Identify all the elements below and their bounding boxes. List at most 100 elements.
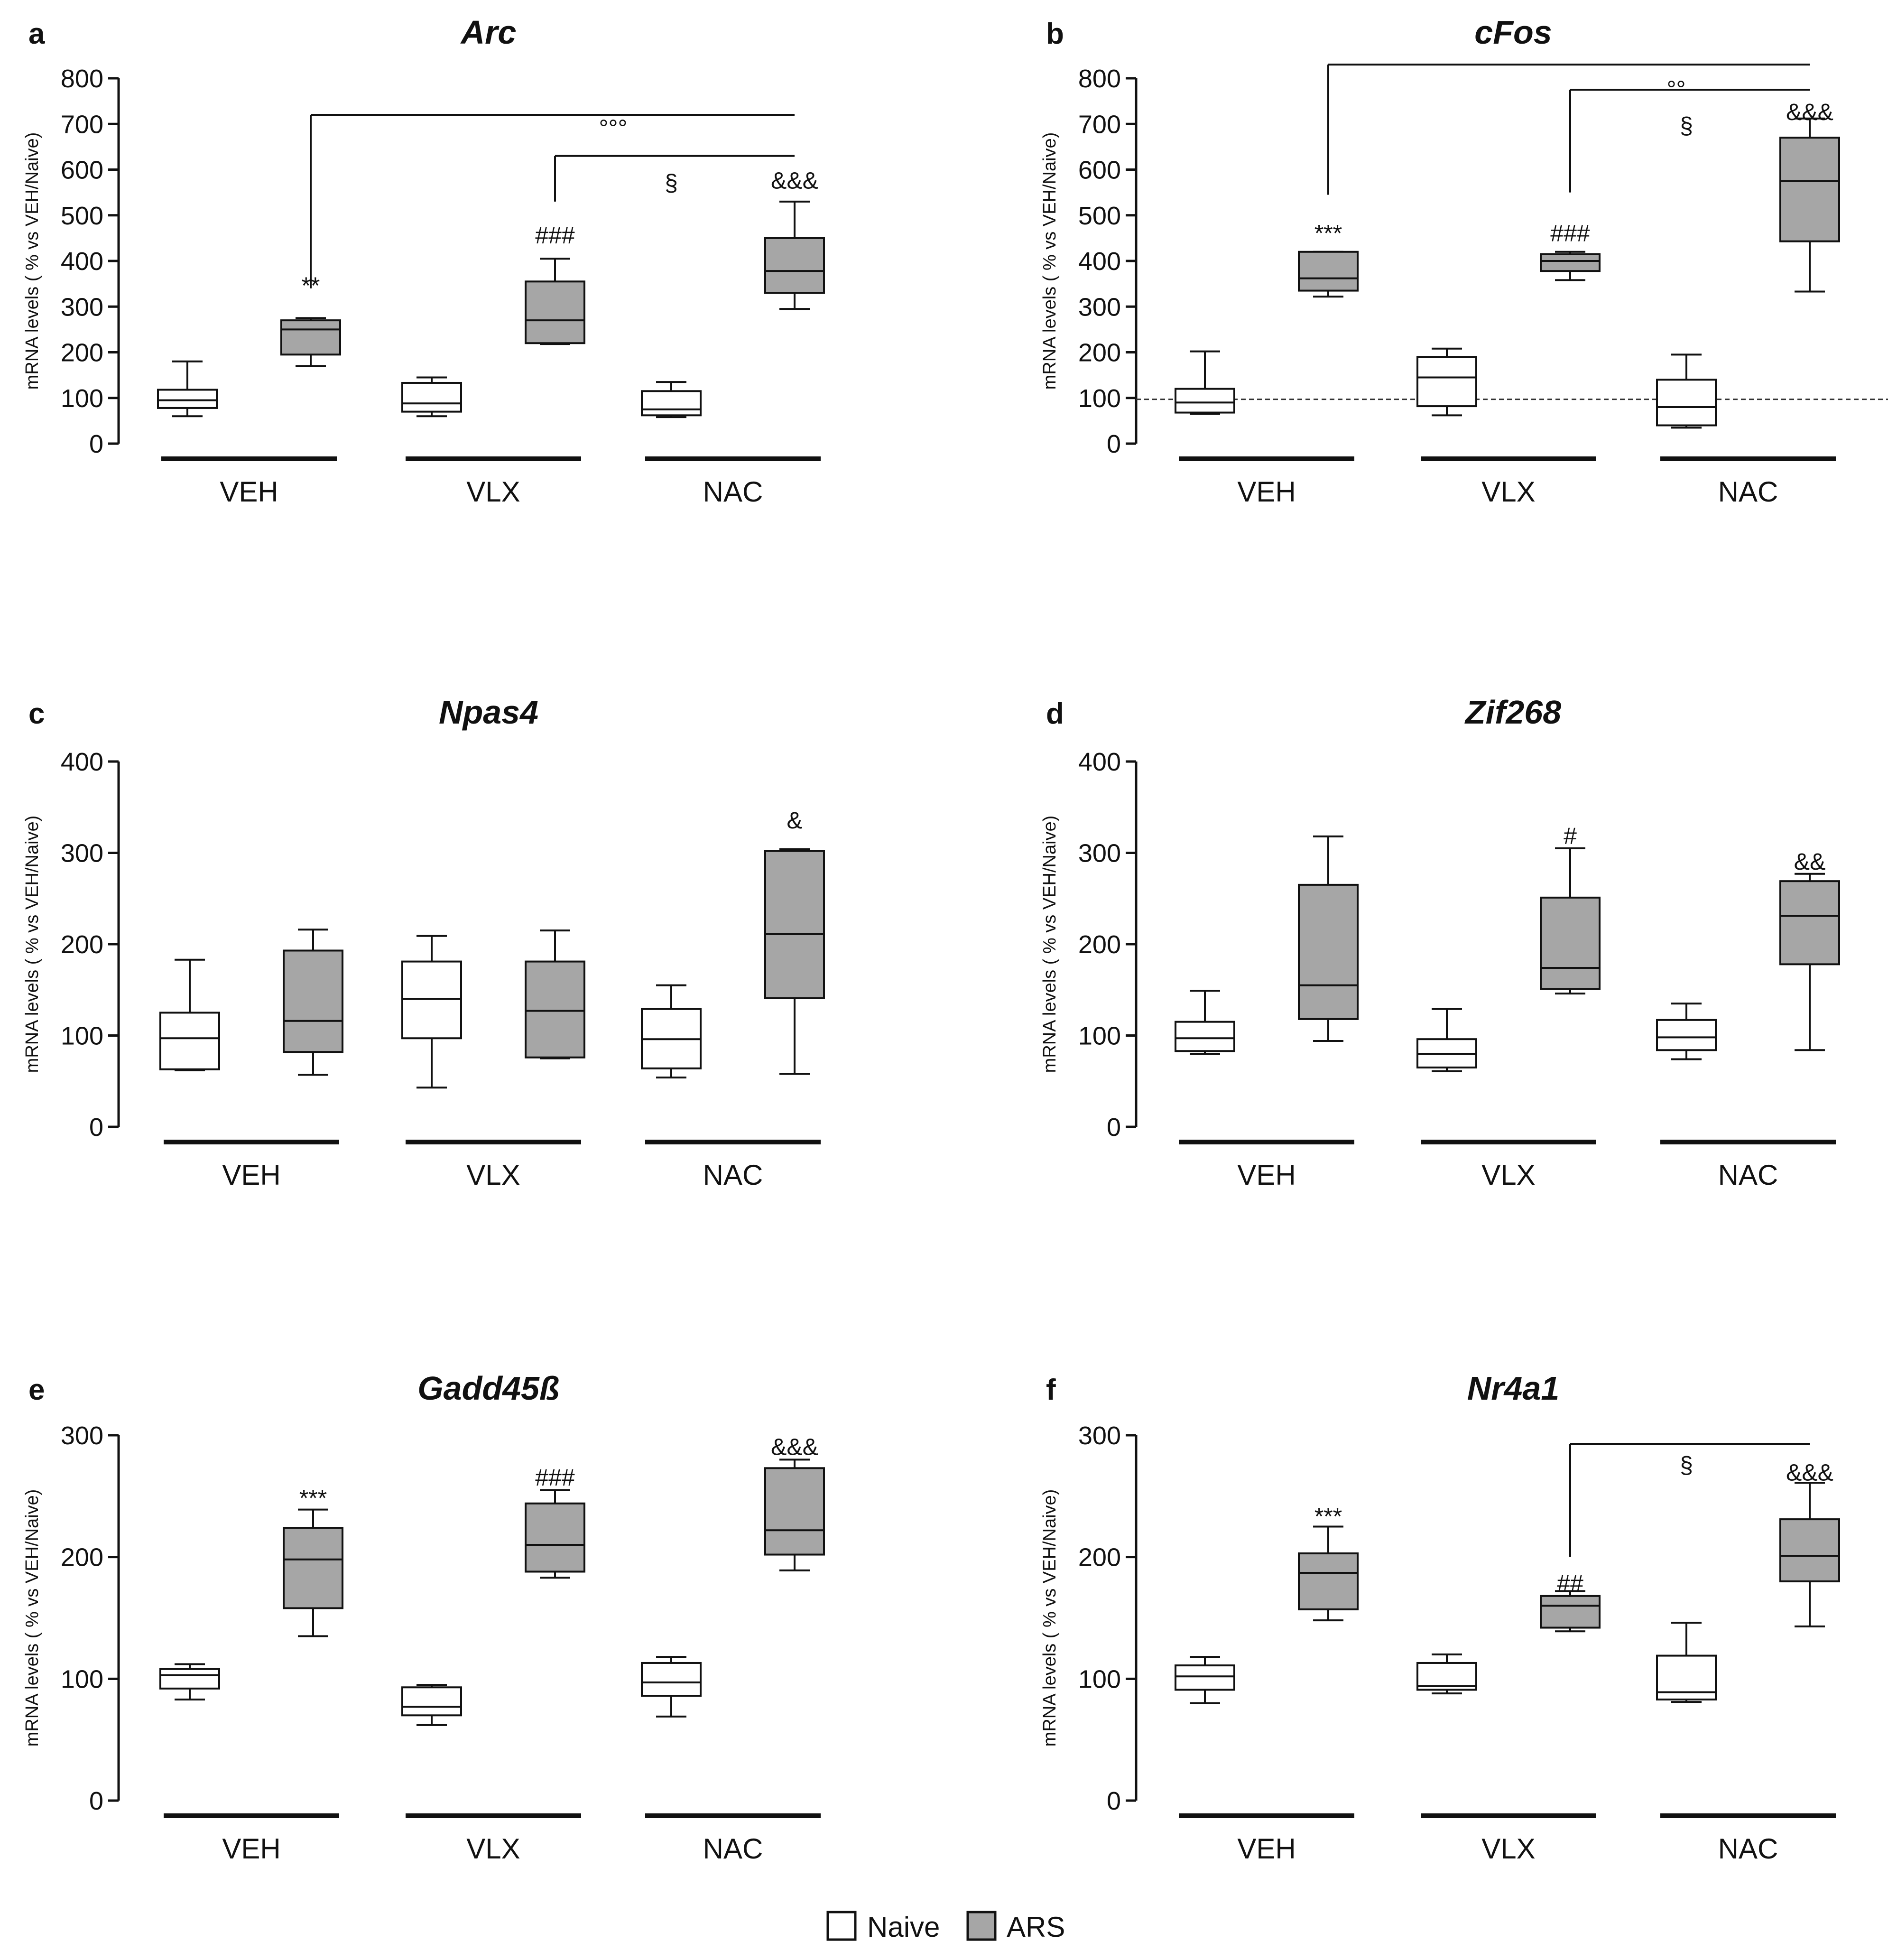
y-tick-label: 100 xyxy=(61,1022,103,1050)
box-naive-veh xyxy=(159,1663,220,1700)
panel-b: b cFos 0 100 200 300 400 500 600 700 800 mRNA level… xyxy=(1040,14,1888,508)
group-label: VLX xyxy=(1481,1833,1535,1865)
panel-title: Zif268 xyxy=(1464,694,1561,731)
box-naive-veh xyxy=(1175,990,1235,1055)
y-tick-label: 200 xyxy=(61,339,103,367)
box-body xyxy=(283,949,343,1053)
y-axis-label: mRNA levels ( % vs VEH/Naive) xyxy=(22,132,42,390)
box-ars-veh xyxy=(1298,835,1359,1042)
panel-c: c Npas4 0 100 200 300 400 mRNA levels ( % vs VE… xyxy=(22,694,825,1191)
panel-letter: b xyxy=(1046,18,1064,50)
box-naive-vlx xyxy=(401,376,462,418)
y-tick-label: 100 xyxy=(61,384,103,413)
significance-bracket xyxy=(1569,1442,1810,1557)
significance-mark: § xyxy=(665,169,678,196)
group-label: VLX xyxy=(1481,1159,1535,1191)
y-tick-label: 800 xyxy=(1078,65,1121,93)
group-label: VEH xyxy=(222,1159,280,1191)
group-label: VEH xyxy=(1237,1833,1296,1865)
box-ars-nac xyxy=(764,848,825,1075)
panel-title: Gadd45ß xyxy=(417,1370,560,1407)
significance-mark: &&& xyxy=(771,167,818,194)
box-body xyxy=(1540,896,1601,990)
box-naive-vlx xyxy=(401,935,462,1089)
box-body xyxy=(525,960,585,1059)
box-naive-veh xyxy=(159,958,220,1071)
box-body xyxy=(401,381,462,413)
panel-letter: d xyxy=(1046,697,1064,730)
box-ars-veh xyxy=(283,1508,343,1637)
significance-mark: ** xyxy=(302,272,320,299)
box-ars-nac xyxy=(1779,873,1840,1051)
group-label: VLX xyxy=(466,1159,520,1191)
significance-mark: &&& xyxy=(1786,1459,1833,1486)
box-body xyxy=(401,1686,462,1717)
panel-letter: c xyxy=(28,697,45,730)
significance-mark: &&& xyxy=(1786,99,1833,125)
y-tick-label: 400 xyxy=(1078,748,1121,776)
group-label: VEH xyxy=(1237,476,1296,508)
significance-mark: &&& xyxy=(771,1434,818,1460)
y-tick-label: 800 xyxy=(61,65,103,93)
y-axis-label: mRNA levels ( % vs VEH/Naive) xyxy=(1040,1489,1060,1747)
box-ars-vlx xyxy=(1540,1590,1601,1633)
panel-letter: e xyxy=(28,1374,45,1406)
box-body xyxy=(159,1668,220,1690)
y-axis-label: mRNA levels ( % vs VEH/Naive) xyxy=(1040,132,1060,390)
significance-mark: °° xyxy=(1667,76,1686,102)
group-label: VLX xyxy=(466,476,520,508)
box-ars-nac xyxy=(764,1458,825,1571)
box-body xyxy=(1175,1021,1235,1052)
box-body xyxy=(1298,883,1359,1020)
box-body xyxy=(1540,253,1601,272)
y-tick-label: 400 xyxy=(1078,247,1121,276)
significance-bracket xyxy=(554,155,795,202)
panel-f: f Nr4a1 0 100 200 300 mRNA levels ( % vs VEH/N… xyxy=(1040,1370,1840,1865)
significance-bracket xyxy=(310,114,795,288)
box-naive-nac xyxy=(641,984,702,1079)
box-naive-vlx xyxy=(1416,1008,1477,1072)
box-body xyxy=(764,1467,825,1556)
box-ars-nac xyxy=(1779,117,1840,293)
box-body xyxy=(1175,388,1235,414)
y-tick-label: 100 xyxy=(1078,1665,1121,1693)
y-tick-label: 0 xyxy=(89,430,103,458)
y-tick-label: 200 xyxy=(1078,1543,1121,1572)
box-ars-vlx xyxy=(1540,251,1601,281)
group-label: VEH xyxy=(222,1833,280,1865)
panels: a Arc 0 100 200 300 400 500 600 700 800 mRNA levels… xyxy=(22,14,1888,1865)
significance-mark: ### xyxy=(535,1464,575,1491)
significance-mark: *** xyxy=(1314,220,1342,246)
box-ars-vlx xyxy=(1540,847,1601,994)
box-body xyxy=(1656,379,1717,427)
group-label: NAC xyxy=(1718,1159,1778,1191)
y-tick-label: 0 xyxy=(1107,430,1121,458)
y-tick-label: 300 xyxy=(61,1421,103,1450)
y-tick-label: 700 xyxy=(1078,110,1121,139)
y-axis-label: mRNA levels ( % vs VEH/Naive) xyxy=(1040,816,1060,1073)
y-tick-label: 100 xyxy=(1078,384,1121,413)
box-naive-nac xyxy=(1656,1003,1717,1060)
box-naive-vlx xyxy=(1416,1653,1477,1695)
legend: Naive ARS xyxy=(826,1911,1065,1943)
legend-label-naive: Naive xyxy=(867,1911,940,1943)
y-tick-label: 200 xyxy=(1078,339,1121,367)
box-body xyxy=(1540,1595,1601,1629)
box-naive-veh xyxy=(1175,350,1235,415)
box-body xyxy=(764,850,825,999)
y-tick-label: 0 xyxy=(1107,1113,1121,1142)
panel-title: Nr4a1 xyxy=(1467,1370,1560,1407)
panel-title: Npas4 xyxy=(439,694,538,731)
box-ars-vlx xyxy=(525,929,585,1059)
y-tick-label: 0 xyxy=(89,1113,103,1142)
group-label: NAC xyxy=(703,1159,763,1191)
box-body xyxy=(764,237,825,294)
y-tick-label: 400 xyxy=(61,748,103,776)
box-body xyxy=(1298,251,1359,292)
y-tick-label: 300 xyxy=(61,293,103,321)
box-body xyxy=(1779,880,1840,966)
panel-title: cFos xyxy=(1474,14,1552,51)
y-tick-label: 0 xyxy=(89,1787,103,1815)
box-naive-nac xyxy=(641,381,702,418)
